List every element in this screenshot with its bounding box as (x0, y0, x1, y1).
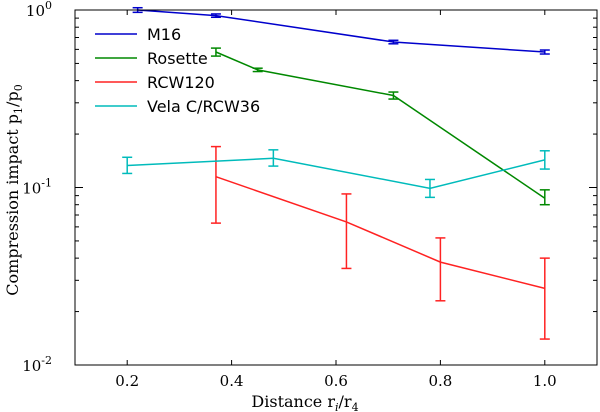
error-bar (539, 189, 550, 206)
error-bar (539, 49, 550, 55)
plot-frame (74, 9, 598, 366)
legend-label: Vela C/RCW36 (147, 97, 260, 116)
error-bar (210, 13, 221, 19)
series-line (215, 51, 546, 199)
legend-item: Vela C/RCW36 (95, 97, 260, 116)
error-bar (539, 150, 550, 170)
legend-label: M16 (147, 25, 181, 44)
error-bar (539, 257, 550, 340)
error-bar (122, 156, 133, 175)
series-rosette (210, 47, 550, 206)
y-tick-label: 10-1 (22, 177, 52, 198)
legend-item: RCW120 (95, 73, 215, 92)
error-bar (252, 67, 263, 73)
error-bar (424, 178, 435, 199)
series-vela-c-rcw36 (122, 149, 550, 199)
legend: M16 Rosette RCW120 Vela C/RCW36 (95, 25, 260, 116)
series-line (127, 157, 545, 190)
series-rcw120 (210, 145, 550, 340)
error-bar (388, 91, 399, 100)
error-bar (341, 193, 352, 270)
error-bar (435, 237, 446, 302)
x-tick-label: 0.6 (324, 372, 348, 390)
axes-layer: 0.2 0.4 0.6 0.8 1.0 10-2 10-1 100 (22, 0, 597, 390)
error-bar (268, 149, 279, 167)
series-line (215, 175, 545, 290)
error-bar (210, 145, 221, 224)
x-axis-label: Distance ri/r4 (251, 392, 358, 412)
y-tick-label: 100 (26, 0, 52, 20)
error-bar (388, 39, 399, 45)
series-layer (122, 6, 550, 340)
plot-area (75, 10, 597, 365)
x-tick-label: 0.8 (428, 372, 452, 390)
x-tick-label: 1.0 (533, 372, 557, 390)
legend-item: Rosette (95, 49, 208, 68)
series-m16 (132, 6, 550, 55)
legend-label: RCW120 (147, 73, 215, 92)
series-line (137, 9, 545, 53)
y-axis-label: Compression impact p1/p0 (3, 84, 25, 295)
x-tick-label: 0.4 (220, 372, 244, 390)
x-tick-label: 0.2 (115, 372, 139, 390)
legend-label: Rosette (147, 49, 208, 68)
error-bar (210, 47, 221, 57)
legend-item: M16 (95, 25, 181, 44)
y-tick-label: 10-2 (22, 354, 52, 375)
